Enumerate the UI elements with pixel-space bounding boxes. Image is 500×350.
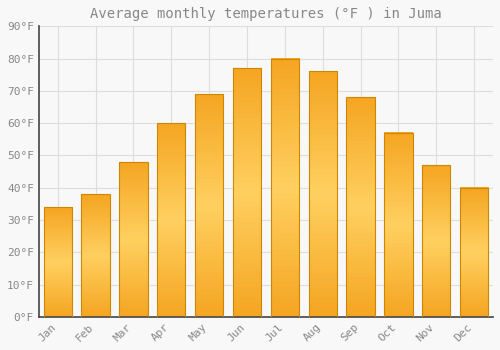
Bar (346, 97, 375, 317)
Bar (270, 58, 299, 317)
Bar (233, 68, 261, 317)
Title: Average monthly temperatures (°F ) in Juma: Average monthly temperatures (°F ) in Ju… (90, 7, 442, 21)
Bar (157, 123, 186, 317)
Bar (195, 94, 224, 317)
Bar (308, 71, 337, 317)
Bar (119, 162, 148, 317)
Bar (460, 188, 488, 317)
Bar (82, 194, 110, 317)
Bar (422, 165, 450, 317)
Bar (384, 133, 412, 317)
Bar (44, 207, 72, 317)
